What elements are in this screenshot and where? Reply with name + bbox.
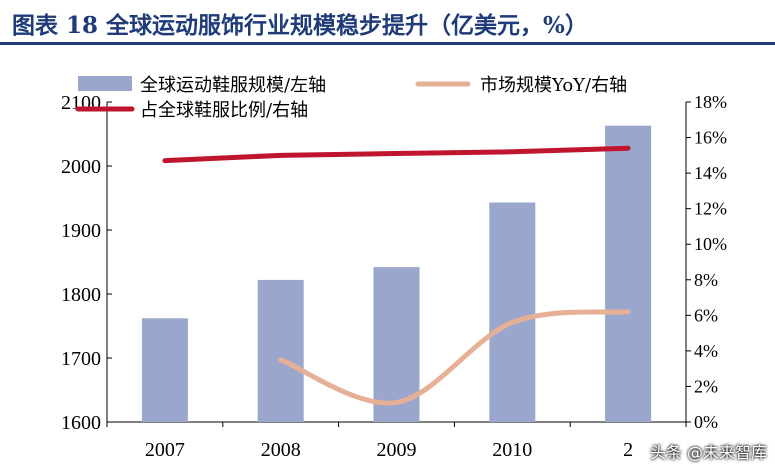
left-axis-tick-label: 1600: [61, 412, 101, 434]
legend-label-yoy: 市场规模YoY/右轴: [480, 75, 627, 96]
right-axis-tick-label: 10%: [694, 234, 727, 254]
bar-2011: [605, 125, 652, 423]
line-share: [162, 145, 631, 164]
title-divider: [0, 42, 775, 45]
right-axis-tick-label: 12%: [694, 199, 727, 219]
chart-title: 图表 18 全球运动服饰行业规模稳步提升（亿美元，%）: [12, 12, 588, 39]
left-axis-tick-label: 1700: [61, 348, 101, 370]
x-axis-tick-label: 2007: [145, 439, 185, 461]
right-axis-tick-label: 8%: [694, 270, 718, 290]
right-axis-tick-label: 16%: [694, 128, 727, 148]
left-axis-tick-label: 1900: [61, 220, 101, 242]
legend-label-share: 占全球鞋服比例/右轴: [140, 100, 308, 121]
left-axis-tick-label: 2000: [61, 156, 101, 178]
left-axis-tick-label: 1800: [61, 284, 101, 306]
watermark: 头条 @未来智库: [649, 443, 767, 462]
right-axis-tick-label: 6%: [694, 305, 718, 325]
x-axis-tick-label: 2: [623, 439, 633, 461]
x-axis-tick-label: 2009: [377, 439, 417, 461]
right-axis-tick-label: 18%: [694, 92, 727, 112]
right-axis-tick-label: 2%: [694, 376, 718, 396]
bar-2007: [141, 318, 188, 422]
right-axis-tick-label: 0%: [694, 412, 718, 432]
legend-label-bars: 全球运动鞋服规模/左轴: [140, 75, 326, 96]
line-yoy: [278, 309, 631, 406]
x-axis-tick-label: 2010: [492, 439, 532, 461]
x-axis-tick-label: 2008: [261, 439, 301, 461]
title-bar: 图表 18 全球运动服饰行业规模稳步提升（亿美元，%）: [0, 0, 775, 45]
bar-2010: [489, 202, 536, 422]
right-axis-tick-label: 14%: [694, 163, 727, 183]
legend-swatch-bars: [78, 76, 132, 91]
bar-2008: [257, 279, 304, 422]
right-axis-tick-label: 4%: [694, 341, 718, 361]
